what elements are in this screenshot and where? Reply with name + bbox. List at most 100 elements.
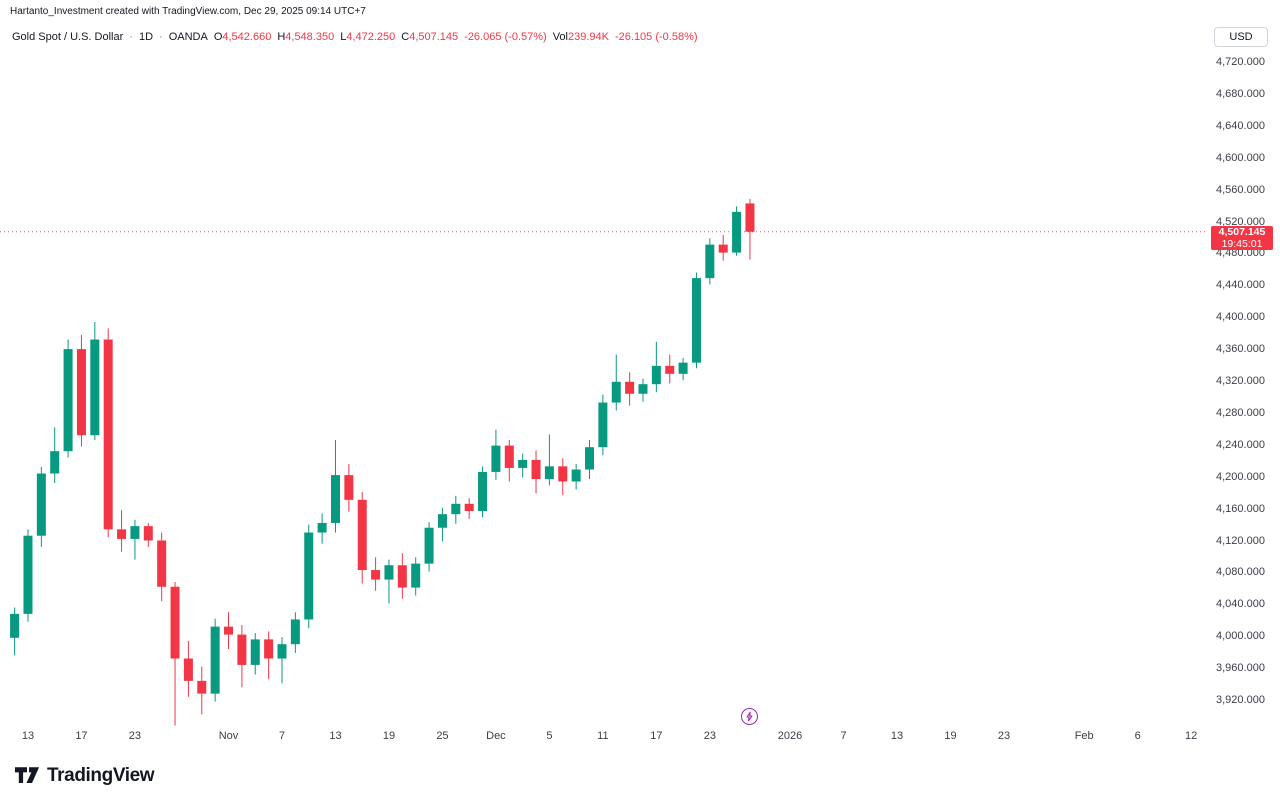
currency-usd-button[interactable]: USD [1214, 27, 1268, 47]
candle [544, 434, 554, 486]
volume-value: 239.94K [568, 31, 609, 43]
candle [103, 328, 113, 538]
candlestick-chart[interactable] [0, 24, 1208, 728]
time-axis-label: 6 [1134, 730, 1141, 742]
attribution-text: Hartanto_Investment created with Trading… [10, 6, 366, 17]
time-axis-label: 13 [890, 730, 904, 742]
candle [23, 529, 33, 622]
brand-wordmark: TradingView [47, 765, 155, 786]
candle [330, 440, 340, 533]
time-axis-label: Nov [218, 730, 239, 742]
price-axis-label: 3,920.000 [1216, 694, 1265, 706]
candle [130, 519, 140, 560]
close-pair: C 4,507.145 [401, 30, 458, 44]
candle [277, 636, 287, 684]
candle [518, 453, 528, 478]
chart-pane[interactable]: Gold Spot / U.S. Dollar · 1D · OANDA O 4,… [0, 24, 1280, 752]
exchange-label: OANDA [168, 31, 208, 43]
close-value: 4,507.145 [409, 31, 459, 43]
time-axis-label: 19 [382, 730, 396, 742]
open-label: O [213, 31, 223, 43]
symbol-title[interactable]: Gold Spot / U.S. Dollar [12, 31, 124, 43]
price-axis-label: 4,720.000 [1216, 56, 1265, 68]
lightning-event-icon[interactable] [741, 708, 759, 725]
price-axis-label: 4,600.000 [1216, 151, 1265, 164]
price-axis-label: 4,520.000 [1216, 215, 1265, 228]
time-axis-label: 12 [1185, 730, 1198, 742]
candle [437, 507, 447, 542]
last-price-badge: 4,507.145 19:45:01 [1211, 225, 1273, 250]
candle [678, 357, 688, 381]
candle [264, 631, 274, 680]
candle [424, 522, 434, 572]
open-value: 4,542.660 [222, 31, 272, 43]
candle [625, 372, 635, 406]
price-axis-label: 3,960.000 [1216, 662, 1265, 675]
price-axis-label: 4,480.000 [1216, 247, 1265, 260]
candle [157, 532, 167, 602]
price-axis-label: 4,040.000 [1216, 598, 1265, 611]
volume-label: Vol [552, 31, 568, 43]
candle [718, 235, 728, 261]
low-label: L [340, 31, 347, 43]
time-axis[interactable]: 13 17 23 Nov 7 13 19 25 Dec 5 11 17 23 2026 7 13 19 23 Feb… [0, 724, 1280, 752]
volume-pair: Vol 239.94K [553, 30, 609, 44]
time-axis-label: 17 [650, 730, 663, 742]
candle [371, 557, 381, 591]
candle [250, 633, 260, 675]
candle [411, 557, 421, 596]
candle [691, 272, 701, 369]
price-axis-label: 4,400.000 [1216, 311, 1265, 324]
candle [143, 522, 153, 547]
close-label: C [401, 31, 410, 43]
interval-label[interactable]: 1D [138, 31, 154, 43]
tradingview-logo[interactable]: TradingView [14, 765, 155, 787]
attribution-bar: Hartanto_Investment created with Trading… [0, 0, 1280, 24]
legend-separator: · [129, 31, 133, 43]
volume-change-value: -26.105 (-0.58%) [614, 31, 698, 43]
time-axis-label: 5 [546, 730, 553, 742]
candle [598, 394, 608, 456]
candle [224, 612, 234, 649]
candle [36, 467, 46, 547]
time-axis-label: 23 [997, 730, 1011, 742]
candle [651, 341, 661, 393]
candle [585, 440, 595, 480]
candle [237, 625, 247, 688]
price-axis-label: 4,160.000 [1216, 502, 1265, 515]
candle [638, 378, 648, 402]
price-axis-label: 4,120.000 [1216, 534, 1265, 547]
candle [63, 339, 73, 458]
time-axis-label: 17 [75, 730, 88, 742]
price-axis-label: 4,640.000 [1216, 119, 1265, 132]
high-value: 4,548.350 [285, 31, 335, 43]
candle [451, 495, 461, 524]
time-axis-label: 7 [840, 730, 847, 742]
candle [76, 334, 86, 447]
bar-countdown: 19:45:01 [1221, 237, 1263, 250]
candle [397, 553, 407, 599]
low-value: 4,472.250 [346, 31, 396, 43]
time-axis-label: 2026 [777, 730, 803, 742]
time-axis-label: 23 [703, 730, 716, 742]
candle [50, 427, 60, 484]
time-axis-label: 11 [597, 730, 609, 742]
price-axis[interactable]: 4,720.000 4,680.000 4,640.000 4,600.000 4,56… [1208, 24, 1280, 728]
low-pair: L 4,472.250 [340, 30, 395, 44]
price-axis-label: 4,080.000 [1216, 566, 1265, 579]
change-value: -26.065 (-0.57%) [464, 31, 547, 43]
time-axis-label: 7 [278, 730, 286, 742]
open-pair: O 4,542.660 [214, 30, 272, 44]
time-axis-label: 19 [944, 730, 957, 742]
candle [210, 618, 220, 702]
last-price-value: 4,507.145 [1218, 225, 1266, 238]
candle [357, 491, 367, 584]
candle [504, 440, 514, 482]
high-pair: H 4,548.350 [277, 30, 334, 44]
price-axis-label: 4,440.000 [1216, 279, 1265, 292]
price-axis-label: 4,000.000 [1216, 630, 1265, 643]
candle [290, 612, 300, 653]
candle [384, 559, 394, 604]
candle [10, 607, 20, 656]
